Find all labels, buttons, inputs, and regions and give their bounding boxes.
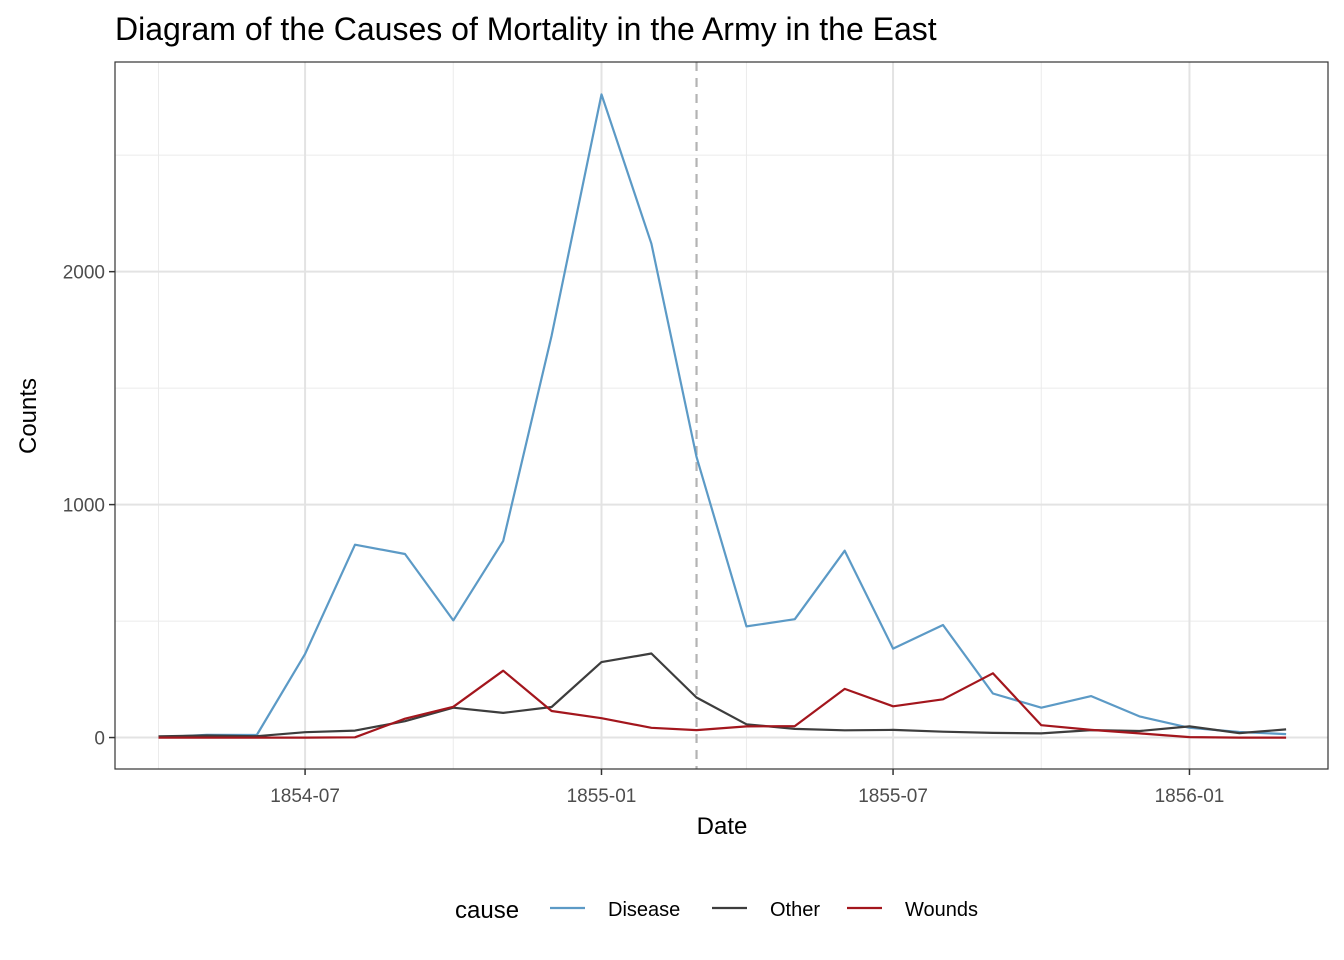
chart-title: Diagram of the Causes of Mortality in th… <box>115 11 937 47</box>
x-tick-label: 1856-01 <box>1155 786 1225 807</box>
series-line-wounds <box>158 669 1287 739</box>
legend-label-wounds: Wounds <box>905 899 978 921</box>
legend: cause Disease Other Wounds <box>455 897 978 924</box>
series-layer <box>158 93 1287 739</box>
y-tick-label: 1000 <box>63 496 105 517</box>
legend-label-disease: Disease <box>608 899 680 921</box>
x-tick-label: 1855-07 <box>858 786 928 807</box>
y-tick-label: 0 <box>94 729 105 750</box>
minor-gridlines <box>115 62 1328 769</box>
plot-panel-border <box>114 61 1329 770</box>
series-line-disease <box>158 93 1287 739</box>
y-axis-title: Counts <box>15 378 42 454</box>
x-axis-title: Date <box>697 813 748 840</box>
major-gridlines <box>115 62 1328 769</box>
legend-label-other: Other <box>770 899 820 921</box>
y-axis: 0 1000 2000 <box>63 263 115 750</box>
legend-title: cause <box>455 897 519 924</box>
series-line-other <box>158 652 1287 738</box>
y-tick-label: 2000 <box>63 263 105 284</box>
x-axis: 1854-07 1855-01 1855-07 1856-01 <box>270 769 1224 807</box>
x-tick-label: 1855-01 <box>567 786 637 807</box>
x-tick-label: 1854-07 <box>270 786 340 807</box>
